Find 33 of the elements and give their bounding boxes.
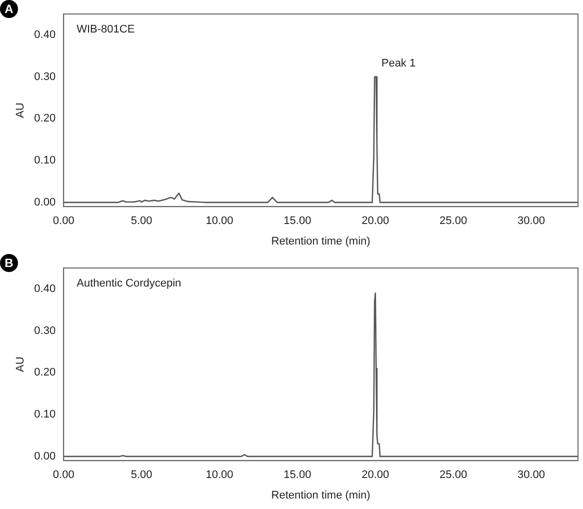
y-axis-title: AU — [14, 102, 27, 118]
x-tick-label: 30.00 — [517, 215, 546, 228]
y-tick-label: 0.40 — [34, 28, 56, 41]
x-tick-label: 20.00 — [362, 469, 390, 482]
y-tick-label: 0.40 — [34, 282, 56, 295]
x-tick-label: 15.00 — [284, 215, 312, 228]
chart-title: A — [0, 0, 18, 18]
x-tick-label: 0.00 — [52, 469, 74, 482]
y-tick-label: 0.30 — [34, 324, 56, 337]
x-tick-label: 0.00 — [52, 215, 74, 228]
y-axis-title: AU — [14, 356, 27, 372]
annotation: Authentic Cordycepin — [76, 278, 182, 290]
x-tick-label: 30.00 — [517, 469, 546, 482]
x-tick-label: 25.00 — [440, 215, 468, 228]
x-axis-title: Retention time (min) — [271, 235, 370, 248]
x-tick-label: 5.00 — [130, 215, 152, 228]
y-tick-label: 0.00 — [34, 450, 56, 462]
y-tick-label: 0.20 — [34, 366, 56, 379]
y-tick-label: 0.00 — [34, 196, 56, 208]
x-tick-label: 25.00 — [440, 469, 468, 482]
x-axis-title: Retention time (min) — [271, 489, 370, 502]
annotation: Peak 1 — [381, 57, 416, 70]
x-tick-label: 10.00 — [206, 215, 234, 228]
y-tick-label: 0.30 — [34, 70, 56, 83]
x-tick-label: 5.00 — [130, 469, 152, 482]
x-tick-label: 20.00 — [362, 215, 390, 228]
y-tick-label: 0.10 — [34, 408, 56, 421]
x-tick-label: 15.00 — [284, 469, 312, 482]
y-tick-label: 0.10 — [34, 154, 56, 167]
y-tick-label: 0.20 — [34, 112, 56, 125]
chart-title: B — [0, 254, 18, 272]
annotation: WIB-801CE — [76, 24, 135, 36]
x-tick-label: 10.00 — [206, 469, 234, 482]
